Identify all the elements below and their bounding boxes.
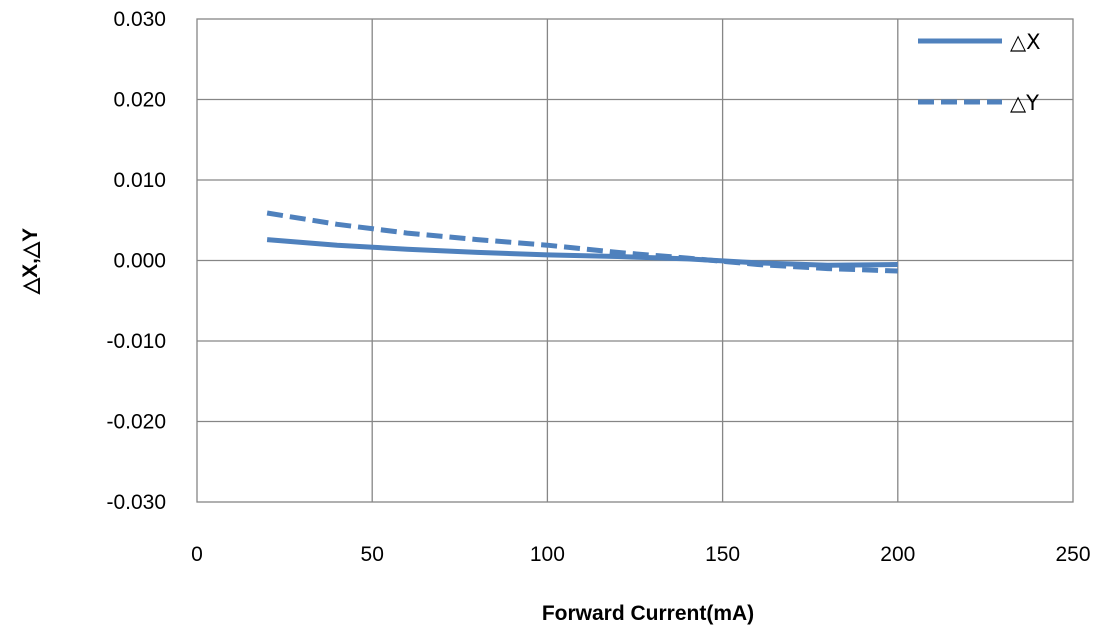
legend: △X △Y: [918, 30, 1041, 115]
y-tick-label: -0.020: [106, 411, 166, 434]
series-line-delta-y: [266, 210, 898, 274]
x-tick-label: 250: [1055, 543, 1090, 566]
x-tick-label: 100: [530, 543, 565, 566]
x-tick-label: 0: [191, 543, 203, 566]
x-tick-label: 50: [361, 543, 384, 566]
x-axis-title: Forward Current(mA): [542, 602, 754, 625]
legend-label: △Y: [1010, 91, 1039, 115]
y-tick-label: 0.010: [113, 169, 166, 192]
gridlines: [196, 18, 1074, 503]
x-tick-label: 200: [880, 543, 915, 566]
y-tick-label: -0.030: [106, 491, 166, 514]
x-tick-label: 150: [705, 543, 740, 566]
y-tick-label: 0.000: [113, 250, 166, 273]
y-axis-title: △X,△Y: [19, 228, 42, 295]
y-tick-label: 0.020: [113, 89, 166, 112]
tick-labels: 0 50 100 150 200 250 0.030 0.020 0.010 0.000 -0.01…: [106, 8, 1090, 566]
y-tick-label: 0.030: [113, 8, 166, 31]
legend-label: △X: [1010, 30, 1041, 54]
series-line-delta-x: [266, 237, 898, 268]
y-tick-label: -0.010: [106, 330, 166, 353]
series-layer: [266, 210, 898, 274]
